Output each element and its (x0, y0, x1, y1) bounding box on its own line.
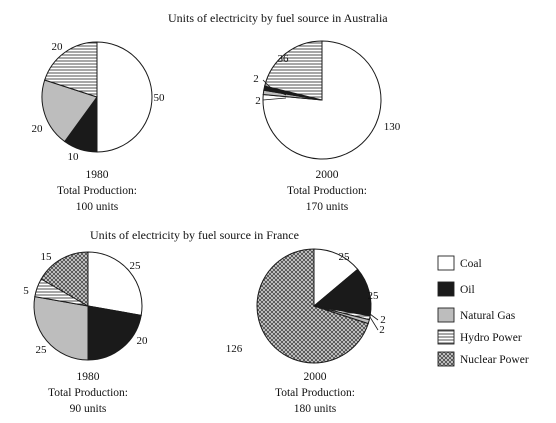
value-label-oil: 20 (137, 335, 149, 347)
value-label-coal: 50 (154, 92, 166, 104)
legend-swatch-hydro-power (437, 329, 455, 345)
legend-label-natural-gas: Natural Gas (460, 310, 516, 322)
caption-australia-2000: 2000 Total Production: 170 units (287, 169, 367, 213)
slice-coal (262, 40, 382, 160)
caption-total-value: 180 units (294, 403, 337, 415)
legend-swatch-natural-gas (437, 307, 455, 323)
australia-chart-title: Units of electricity by fuel source in A… (168, 11, 388, 25)
value-label-natural-gas: 2 (379, 324, 385, 336)
value-label-hydro-power: 5 (23, 285, 29, 297)
caption-year: 1980 (77, 371, 100, 383)
leader-line-oil (262, 79, 287, 96)
pie-1: 50 10 20 20 (32, 41, 166, 163)
caption-year: 2000 (316, 169, 339, 181)
value-label-natural-gas: 20 (32, 123, 44, 135)
slice-nuclear-power (256, 248, 369, 364)
slice-natural-gas (33, 296, 89, 361)
leader-line-natural-gas (262, 97, 287, 101)
caption-total-value: 170 units (306, 201, 349, 213)
value-label-nuclear-power: 126 (226, 343, 243, 355)
slice-coal (87, 251, 143, 316)
value-label-natural-gas: 25 (36, 344, 48, 356)
caption-year: 1980 (86, 169, 109, 181)
slice-hydro-power (44, 41, 98, 98)
value-label-coal: 25 (339, 251, 351, 263)
caption-year: 2000 (304, 371, 327, 383)
caption-total-label: Total Production: (48, 387, 128, 399)
caption-total-value: 90 units (70, 403, 107, 415)
caption-total-value: 100 units (76, 201, 119, 213)
caption-total-label: Total Production: (287, 185, 367, 197)
value-label-natural-gas: 2 (255, 95, 261, 107)
leader-line-natural-gas (369, 316, 379, 331)
legend-label-nuclear-power: Nuclear Power (460, 354, 529, 366)
legend-label-oil: Oil (460, 284, 475, 296)
pie-2: 130 2 2 36 (253, 40, 401, 160)
caption-australia-1980: 1980 Total Production: 100 units (57, 169, 137, 213)
value-label-hydro-power: 36 (278, 53, 290, 65)
caption-france-1980: 1980 Total Production: 90 units (48, 371, 128, 415)
legend-swatch-nuclear-power (437, 351, 455, 367)
slice-oil (87, 305, 142, 361)
caption-total-label: Total Production: (57, 185, 137, 197)
legend-label-coal: Coal (460, 258, 482, 270)
value-label-oil: 25 (368, 290, 380, 302)
value-label-nuclear-power: 15 (41, 251, 53, 263)
value-label-hydro-power: 20 (52, 41, 64, 53)
legend: Coal Oil Natural Gas Hydro Power Nuclear… (437, 255, 529, 367)
value-label-coal: 130 (384, 121, 401, 133)
slice-nuclear-power (40, 251, 89, 307)
value-label-coal: 25 (130, 260, 142, 272)
slice-natural-gas (41, 79, 98, 143)
value-label-oil: 2 (253, 73, 259, 85)
legend-swatch-coal (437, 255, 455, 271)
france-chart-title: Units of electricity by fuel source in F… (90, 228, 299, 242)
slice-hydro-power (264, 40, 323, 101)
value-label-oil: 10 (68, 151, 80, 163)
pie-3: 25 20 25 5 15 (23, 251, 149, 361)
leader-line-hydro-power (369, 313, 379, 321)
legend-swatch-oil (437, 281, 455, 297)
slice-coal (96, 41, 153, 153)
value-label-hydro-power: 2 (380, 314, 386, 326)
caption-total-label: Total Production: (275, 387, 355, 399)
caption-france-2000: 2000 Total Production: 180 units (275, 371, 355, 415)
legend-label-hydro-power: Hydro Power (460, 332, 522, 344)
